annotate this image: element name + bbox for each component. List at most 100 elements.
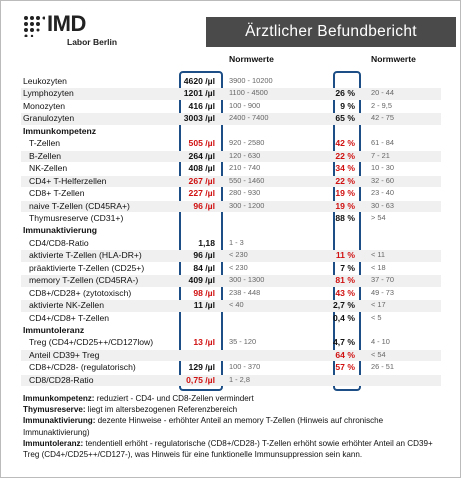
norm-range: 2400 - 7400 [229, 113, 269, 123]
percent: 64 % [335, 349, 355, 360]
parameter-label: B-Zellen [29, 150, 61, 161]
percent: 19 % [335, 188, 355, 199]
value: 4620 /µl [183, 76, 215, 86]
note-text: reduziert - CD4- und CD8-Zellen verminde… [96, 394, 254, 403]
parameter-label: naive T-Zellen (CD45RA+) [29, 200, 130, 211]
percent-norm-range: > 54 [371, 212, 386, 222]
note: Immunaktivierung: dezente Hinweise - erh… [23, 415, 451, 437]
value: 129 /µl [188, 362, 215, 373]
parameter-label: CD8+/CD28- (regulatorisch) [29, 362, 136, 373]
value: 1201 /µl [183, 88, 215, 99]
percent: 0,4 % [333, 312, 355, 323]
percent-norm-range: 26 - 51 [371, 362, 395, 372]
percent-norm-range: 30 - 63 [371, 200, 395, 210]
note-label: Thymusreserve: [23, 405, 86, 415]
row-stripe [21, 113, 441, 125]
percent: 26 % [335, 88, 355, 99]
note: Thymusreserve: liegt im altersbezogenen … [23, 404, 451, 415]
parameter-label: Treg (CD4+/CD25++/CD127low) [29, 337, 154, 348]
note-label: Immunkompetenz: [23, 394, 95, 403]
note-text: dezente Hinweise - erhöhter Anteil an me… [23, 416, 384, 437]
norm-range: 3900 - 10200 [229, 76, 273, 85]
percent: 43 % [335, 287, 355, 298]
percent: 11 % [335, 250, 355, 261]
percent: 7 % [340, 262, 355, 273]
norm-range: 300 - 1200 [229, 200, 265, 210]
percent-norm-range: 10 - 30 [371, 163, 395, 173]
row-stripe [21, 250, 441, 262]
percent: 4,7 % [333, 337, 355, 348]
norm-range: 35 - 120 [229, 337, 257, 347]
value: 1,18 [198, 237, 215, 248]
percent-frame [333, 71, 361, 391]
percent-norm-range: < 11 [371, 250, 386, 260]
percent-norm-range: 42 - 75 [371, 113, 395, 123]
parameter-label: CD4+/CD8+ T-Zellen [29, 312, 110, 323]
percent: 34 % [335, 163, 355, 174]
percent-norm-range: 23 - 40 [371, 188, 395, 198]
value: 409 /µl [188, 275, 215, 286]
parameter-label: memory T-Zellen (CD45RA-) [29, 275, 139, 286]
report-title: Ärztlicher Befundbericht [206, 17, 456, 47]
percent: 2,7 % [333, 300, 355, 311]
parameter-label: Lymphozyten [23, 88, 74, 99]
norm-range: 550 - 1460 [229, 175, 265, 185]
percent: 9 % [340, 100, 355, 111]
norm-range: 280 - 930 [229, 188, 261, 198]
percent: 42 % [335, 138, 355, 149]
norm-range: < 230 [229, 262, 248, 272]
section-heading: Immuntoleranz [23, 325, 85, 335]
value-frame [179, 71, 223, 391]
norm-range: < 40 [229, 300, 244, 310]
logo-subtitle: Labor Berlin [67, 37, 118, 47]
value: 13 /µl [193, 337, 215, 348]
parameter-label: CD8+/CD28+ (zytotoxisch) [29, 287, 132, 298]
notes: Immunkompetenz: reduziert - CD4- und CD8… [23, 393, 451, 460]
norm-range: 1100 - 4500 [229, 88, 268, 98]
percent-norm-range: 20 - 44 [371, 88, 395, 98]
logo: IMD [47, 11, 86, 36]
norm-range: 210 - 740 [229, 163, 261, 173]
value: 267 /µl [188, 175, 215, 186]
norm-range: 100 - 900 [229, 100, 261, 110]
percent-norm-range: 49 - 73 [371, 287, 395, 297]
norm-range: < 230 [229, 250, 248, 260]
parameter-label: aktivierte NK-Zellen [29, 300, 104, 311]
value: 84 /µl [193, 262, 215, 273]
percent: 19 % [335, 200, 355, 211]
note: Immunkompetenz: reduziert - CD4- und CD8… [23, 393, 451, 404]
section-heading: Immunkompetenz [23, 125, 97, 136]
norm-range: 1 - 3 [229, 237, 244, 247]
parameter-label: Granulozyten [23, 113, 75, 124]
column-header: Normwerte [371, 54, 416, 64]
note: Immuntoleranz: tendentiell erhöht - regu… [23, 438, 451, 460]
parameter-label: präaktivierte T-Zellen (CD25+) [29, 262, 145, 273]
percent-norm-range: 7 - 21 [371, 150, 390, 160]
row-stripe [21, 374, 441, 387]
value: 98 /µl [193, 287, 215, 298]
parameter-label: Leukozyten [23, 76, 67, 86]
value: 416 /µl [188, 100, 215, 111]
value: 227 /µl [188, 188, 215, 199]
value: 3003 /µl [183, 113, 215, 124]
percent: 22 % [335, 175, 355, 186]
row-stripe [21, 300, 441, 312]
value: 96 /µl [193, 200, 215, 211]
percent-norm-range: < 18 [371, 262, 386, 272]
parameter-label: Monozyten [23, 100, 66, 111]
percent-norm-range: 4 - 10 [371, 337, 390, 347]
parameter-label: CD4+ T-Helferzellen [29, 175, 107, 186]
note-text: tendentiell erhöht - regulatorische (CD8… [23, 438, 433, 460]
value: 505 /µl [188, 138, 215, 149]
parameter-label: CD8+ T-Zellen [29, 188, 85, 199]
row-stripe [21, 88, 441, 100]
norm-range: 100 - 370 [229, 362, 261, 372]
parameter-label: NK-Zellen [29, 163, 68, 174]
percent-norm-range: < 5 [371, 312, 382, 322]
parameter-label: CD8/CD28-Ratio [29, 374, 94, 385]
percent-norm-range: < 54 [371, 349, 386, 359]
note-text: liegt im altersbezogenen Referenzbereich [87, 405, 238, 415]
norm-range: 300 - 1300 [229, 275, 265, 285]
percent: 22 % [335, 150, 355, 161]
percent: 81 % [335, 275, 355, 286]
